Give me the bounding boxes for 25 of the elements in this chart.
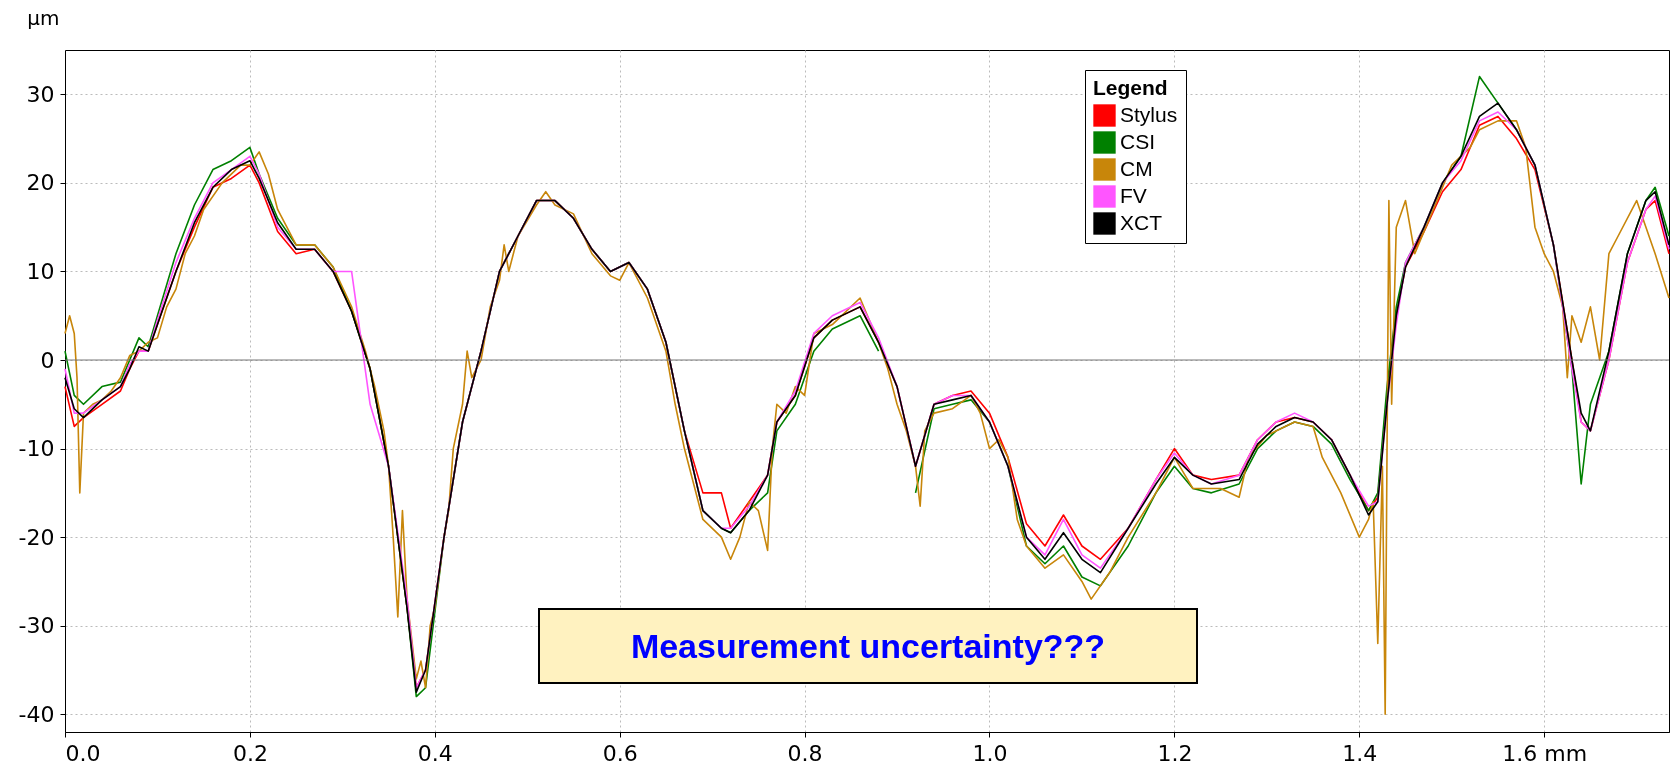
x-tick-label: 0.6 bbox=[602, 740, 638, 765]
x-tick-label: 0.4 bbox=[417, 740, 453, 765]
x-tick-label: 0.8 bbox=[787, 740, 823, 765]
y-tick-label: 20 bbox=[26, 170, 55, 196]
x-tick-label: 0.2 bbox=[232, 740, 268, 765]
y-axis-title: µm bbox=[27, 5, 60, 30]
x-tick-label: 1.0 bbox=[972, 740, 1008, 765]
x-tick-label: 1.6 mm bbox=[1502, 740, 1588, 765]
y-tick-label: -30 bbox=[18, 613, 55, 639]
x-tick-label: 0.0 bbox=[65, 740, 101, 765]
y-tick-label: -10 bbox=[18, 436, 55, 462]
legend-title: Legend bbox=[1093, 76, 1168, 99]
y-tick-label: -40 bbox=[18, 701, 55, 727]
y-tick-label: 0 bbox=[40, 347, 55, 373]
x-tick-label: 1.4 bbox=[1342, 740, 1378, 765]
legend-label: CM bbox=[1120, 156, 1153, 180]
note-box: Measurement uncertainty??? bbox=[538, 608, 1198, 684]
legend-label: FV bbox=[1120, 183, 1147, 207]
y-tick-label: 10 bbox=[26, 258, 55, 284]
x-tick-label: 1.2 bbox=[1157, 740, 1193, 765]
legend-label: CSI bbox=[1120, 129, 1156, 153]
y-tick-label: 30 bbox=[26, 81, 55, 107]
y-tick-label: -20 bbox=[18, 524, 55, 550]
legend-label: XCT bbox=[1120, 210, 1163, 234]
legend-label: Stylus bbox=[1120, 102, 1178, 126]
